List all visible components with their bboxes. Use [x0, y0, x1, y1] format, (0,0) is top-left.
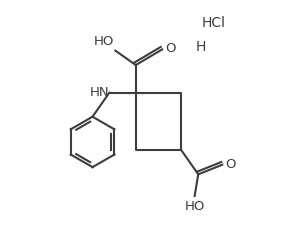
- Text: HCl: HCl: [202, 16, 226, 30]
- Text: O: O: [165, 43, 176, 55]
- Text: HO: HO: [184, 200, 205, 213]
- Text: HN: HN: [90, 86, 110, 99]
- Text: HO: HO: [94, 35, 114, 48]
- Text: H: H: [196, 40, 206, 54]
- Text: O: O: [225, 158, 236, 171]
